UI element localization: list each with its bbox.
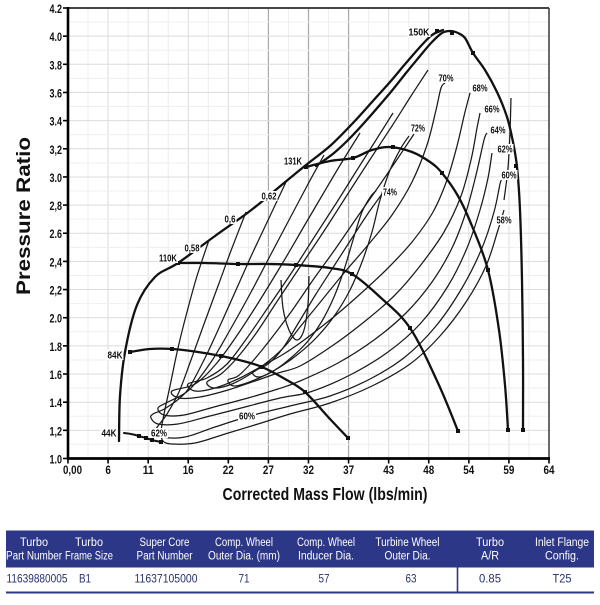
svg-text:11: 11 xyxy=(143,465,155,477)
svg-text:32: 32 xyxy=(303,465,314,477)
svg-text:2,2: 2,2 xyxy=(50,286,63,298)
svg-text:Config.: Config. xyxy=(545,551,579,563)
svg-text:110K: 110K xyxy=(159,253,177,265)
svg-text:43: 43 xyxy=(383,465,394,477)
svg-text:58%: 58% xyxy=(497,215,512,227)
svg-text:72%: 72% xyxy=(411,123,425,135)
svg-text:Inlet Flange: Inlet Flange xyxy=(535,537,589,549)
svg-text:48: 48 xyxy=(423,465,435,477)
svg-text:131K: 131K xyxy=(284,156,302,168)
svg-text:68%: 68% xyxy=(473,83,488,95)
svg-text:22: 22 xyxy=(223,465,234,477)
svg-text:66%: 66% xyxy=(485,104,500,116)
svg-text:0,62: 0,62 xyxy=(262,191,277,203)
svg-text:2,8: 2,8 xyxy=(50,201,63,213)
svg-text:0,58: 0,58 xyxy=(185,243,200,255)
svg-text:Inducer Dia.: Inducer Dia. xyxy=(298,551,354,563)
svg-text:11639880005: 11639880005 xyxy=(7,572,68,586)
svg-text:A/R: A/R xyxy=(481,551,499,563)
svg-text:Super Core: Super Core xyxy=(140,537,190,549)
svg-text:Part Number: Part Number xyxy=(6,551,62,563)
svg-text:Turbo: Turbo xyxy=(476,537,504,549)
svg-text:B1: B1 xyxy=(79,572,91,586)
svg-text:Outer Dia. (mm): Outer Dia. (mm) xyxy=(208,551,280,563)
svg-text:Comp. Wheel: Comp. Wheel xyxy=(215,537,273,549)
svg-text:71: 71 xyxy=(239,572,250,586)
svg-text:57: 57 xyxy=(319,572,330,586)
svg-text:0.85: 0.85 xyxy=(479,572,501,586)
svg-text:64%: 64% xyxy=(491,125,506,137)
svg-text:0,00: 0,00 xyxy=(63,465,82,477)
svg-text:3.4: 3.4 xyxy=(50,117,63,129)
svg-text:27: 27 xyxy=(263,465,274,477)
svg-text:60%: 60% xyxy=(502,170,517,182)
svg-text:3,2: 3,2 xyxy=(50,145,63,157)
svg-text:2.6: 2.6 xyxy=(50,229,63,241)
svg-text:Outer Dia.: Outer Dia. xyxy=(385,551,431,563)
svg-text:60%: 60% xyxy=(239,411,256,423)
svg-text:Part Number: Part Number xyxy=(137,551,193,563)
svg-text:Comp. Wheel: Comp. Wheel xyxy=(297,537,355,549)
svg-text:Pressure Ratio: Pressure Ratio xyxy=(14,137,35,295)
svg-text:11637105000: 11637105000 xyxy=(135,572,198,586)
svg-text:63: 63 xyxy=(406,572,417,586)
svg-text:59: 59 xyxy=(503,465,514,477)
svg-text:62%: 62% xyxy=(151,428,168,440)
svg-text:70%: 70% xyxy=(439,73,454,85)
svg-text:44K: 44K xyxy=(102,428,117,440)
svg-text:Turbo: Turbo xyxy=(20,537,48,549)
svg-text:1.0: 1.0 xyxy=(50,455,63,467)
svg-text:74%: 74% xyxy=(383,187,397,199)
svg-text:150K: 150K xyxy=(409,27,430,39)
svg-text:Turbo: Turbo xyxy=(75,537,103,549)
svg-text:4.2: 4.2 xyxy=(50,4,63,16)
svg-text:Corrected Mass Flow (lbs/min): Corrected Mass Flow (lbs/min) xyxy=(223,484,428,504)
svg-text:16: 16 xyxy=(183,465,194,477)
svg-text:2.0: 2.0 xyxy=(50,314,63,326)
svg-text:1.6: 1.6 xyxy=(50,370,63,382)
svg-text:1.4: 1.4 xyxy=(50,398,63,410)
svg-text:3.6: 3.6 xyxy=(50,89,63,101)
svg-text:54: 54 xyxy=(463,465,475,477)
svg-text:1.8: 1.8 xyxy=(50,342,63,354)
svg-text:6: 6 xyxy=(105,465,111,477)
svg-text:3.8: 3.8 xyxy=(50,60,63,72)
svg-text:T25: T25 xyxy=(553,572,572,586)
svg-text:37: 37 xyxy=(343,465,354,477)
svg-text:62%: 62% xyxy=(498,144,513,156)
svg-text:2,4: 2,4 xyxy=(50,257,63,269)
svg-text:3.0: 3.0 xyxy=(50,173,63,185)
svg-text:Turbine Wheel: Turbine Wheel xyxy=(376,537,440,549)
svg-text:Frame Size: Frame Size xyxy=(65,551,113,563)
svg-text:84K: 84K xyxy=(108,350,123,362)
svg-text:4.0: 4.0 xyxy=(50,32,63,44)
svg-text:64: 64 xyxy=(544,465,556,477)
svg-text:0,6: 0,6 xyxy=(225,214,236,226)
svg-text:1,2: 1,2 xyxy=(50,426,63,438)
